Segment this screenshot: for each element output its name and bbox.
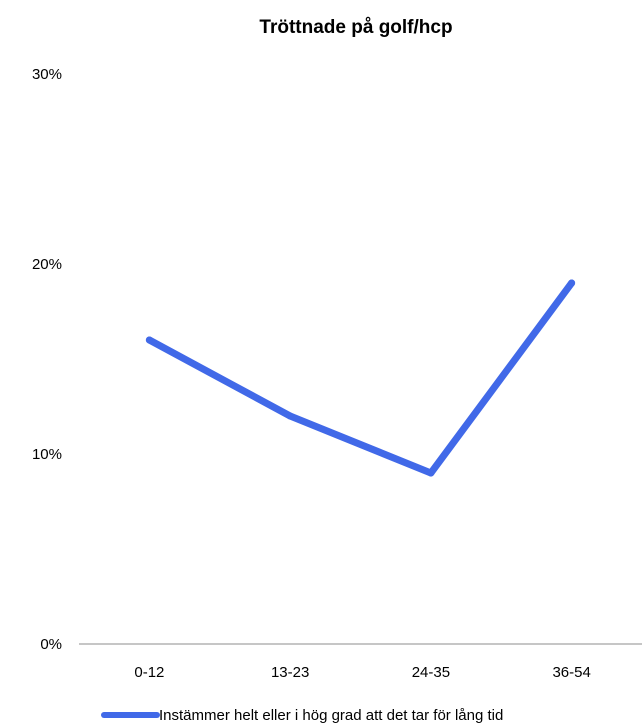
y-axis-tick-labels: 0% 10% 20% 30% [32,66,62,653]
data-point [145,336,153,344]
x-tick-label: 13-23 [271,664,309,681]
y-tick-label: 0% [40,636,62,653]
x-tick-label: 24-35 [412,664,450,681]
x-tick-label: 36-54 [552,664,590,681]
data-point [286,412,294,420]
data-point [427,469,435,477]
series-layer [145,279,576,477]
y-tick-label: 10% [32,446,62,463]
y-tick-label: 30% [32,66,62,83]
x-axis-tick-labels: 0-12 13-23 24-35 36-54 [134,664,590,681]
legend: Instämmer helt eller i hög grad att det … [101,707,503,724]
chart-title: Tröttnade på golf/hcp [259,17,452,38]
x-tick-label: 0-12 [134,664,164,681]
y-tick-label: 20% [32,256,62,273]
data-point [568,279,576,287]
series-line [145,279,576,477]
legend-label: Instämmer helt eller i hög grad att det … [159,707,503,724]
